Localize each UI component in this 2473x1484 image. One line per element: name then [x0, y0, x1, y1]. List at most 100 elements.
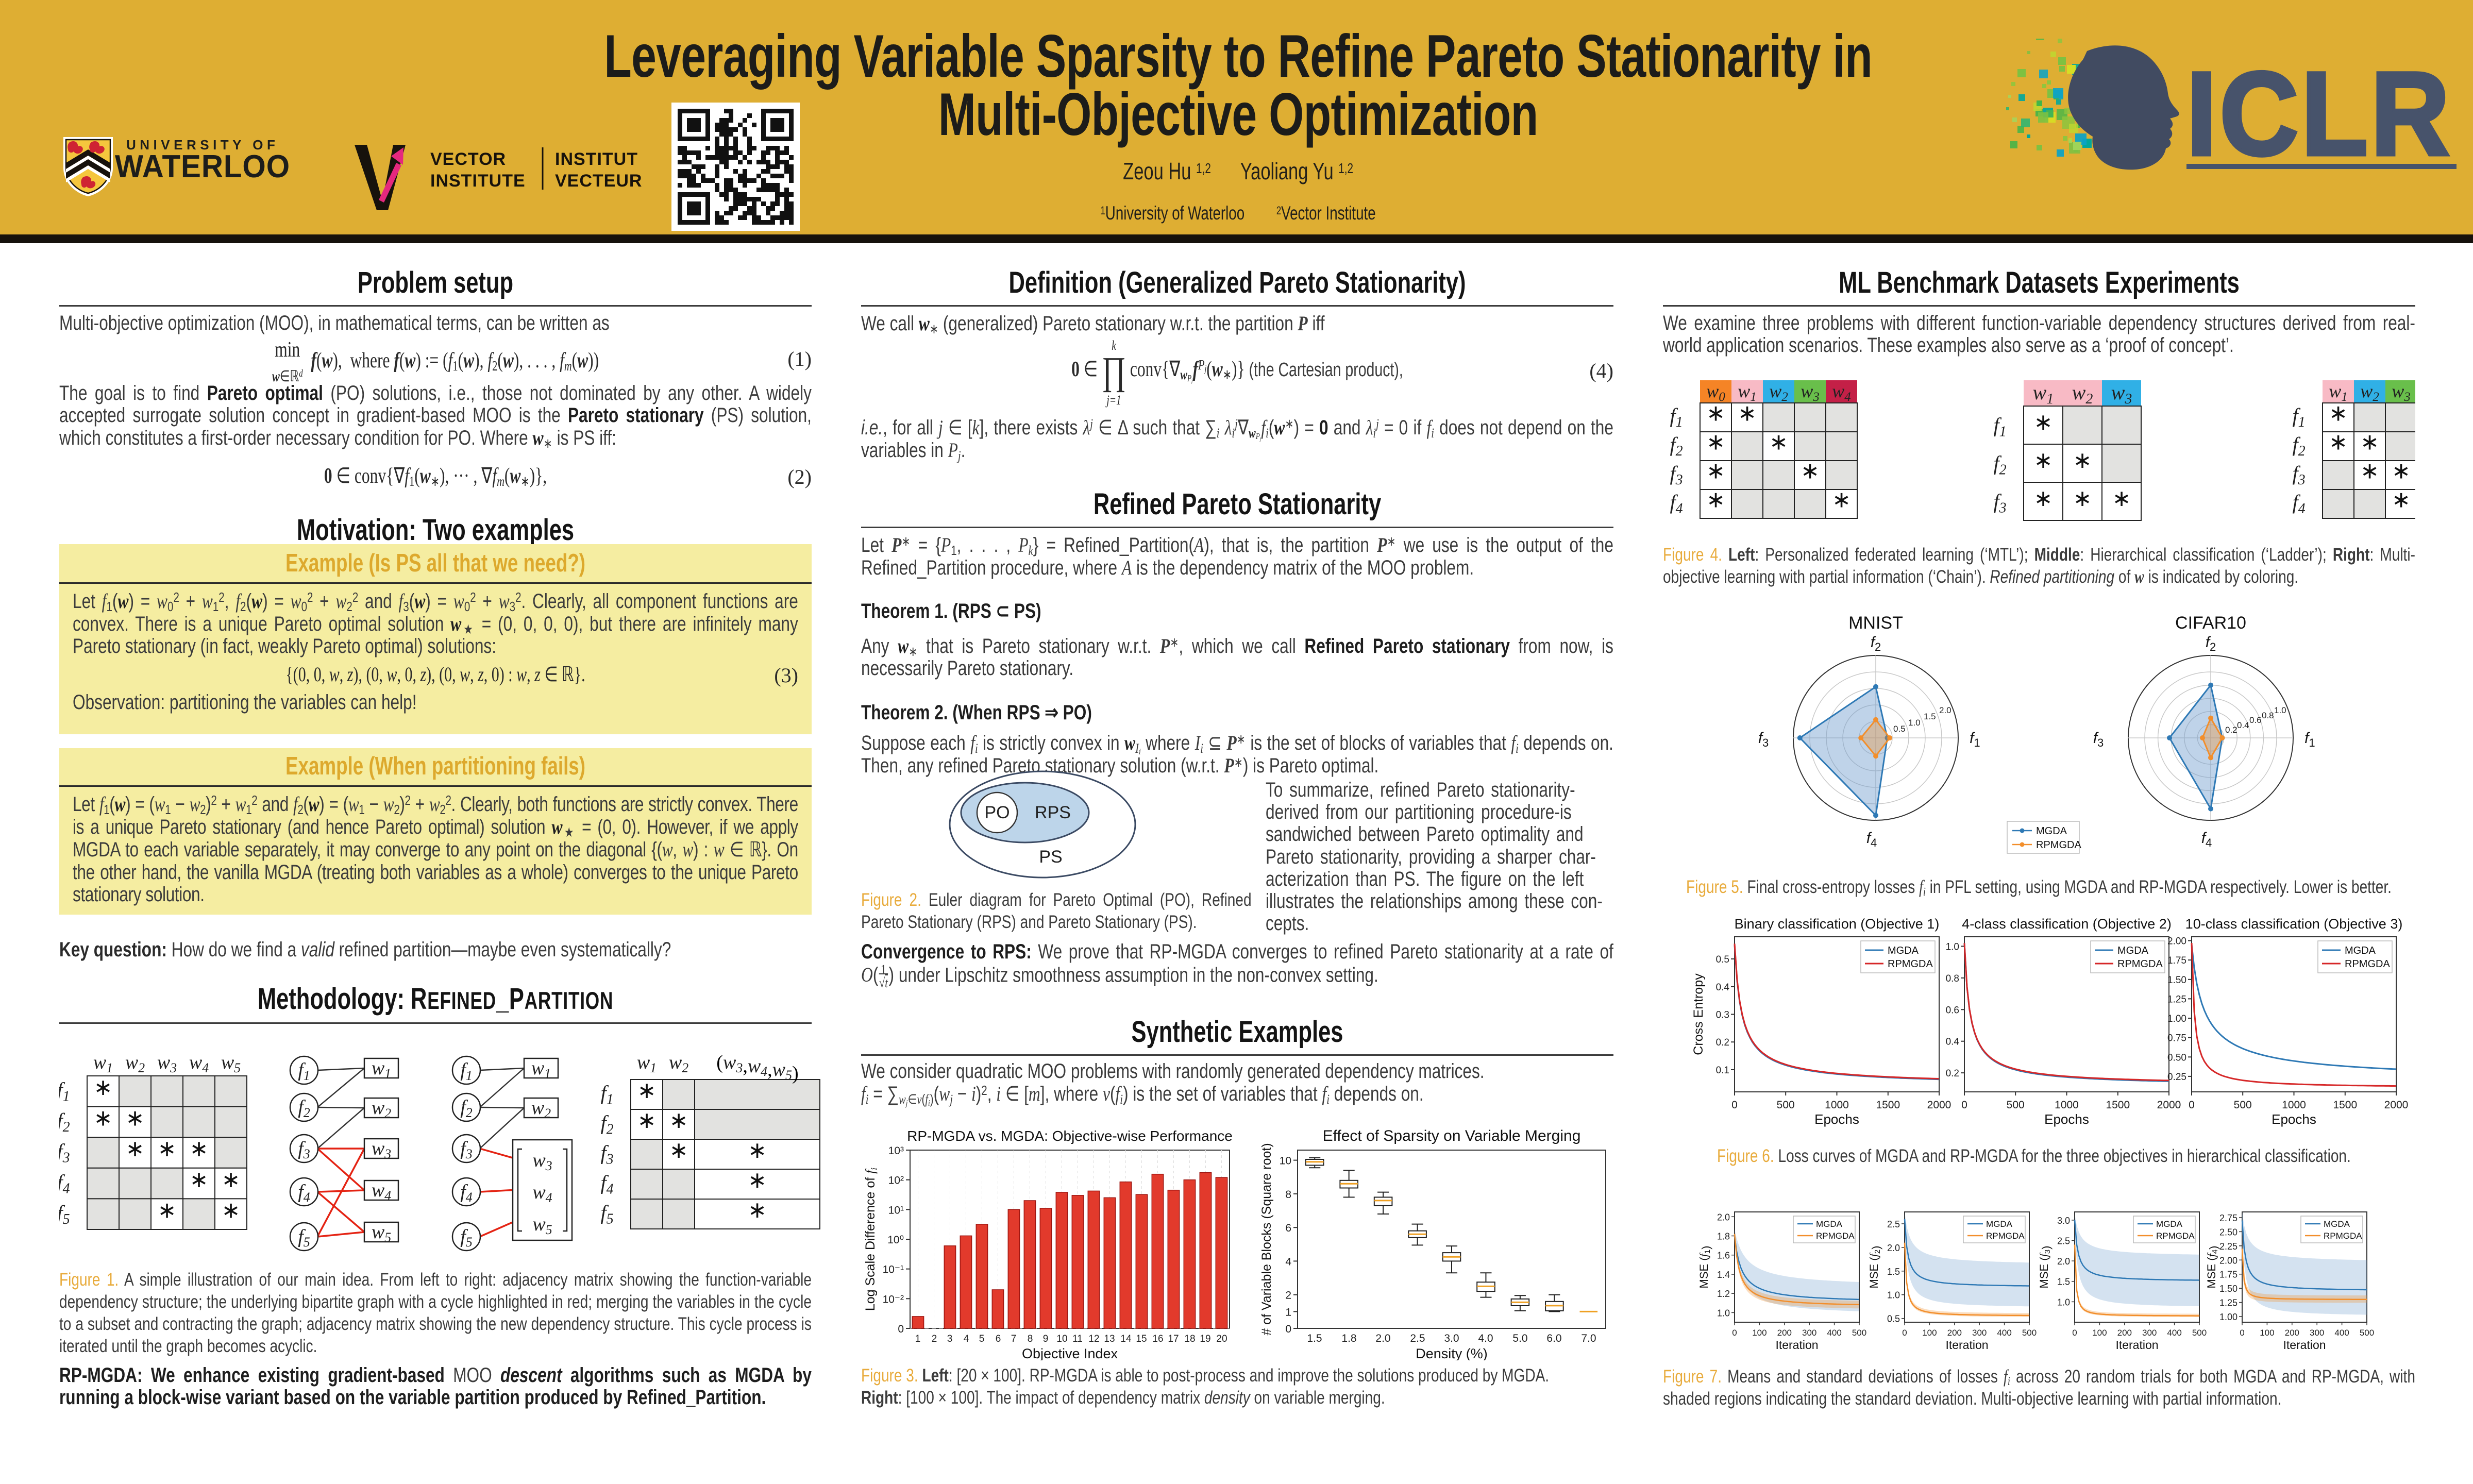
svg-text:4.0: 4.0 — [1478, 1333, 1493, 1344]
svg-text:∗: ∗ — [669, 1138, 688, 1163]
svg-text:14: 14 — [1120, 1334, 1132, 1344]
svg-text:w2: w2 — [669, 1052, 688, 1075]
svg-text:10: 10 — [1280, 1155, 1291, 1167]
svg-text:12: 12 — [1088, 1334, 1099, 1344]
svg-text:Binary classification (Objecti: Binary classification (Objective 1) — [1735, 916, 1940, 932]
svg-text:∗: ∗ — [748, 1198, 767, 1223]
svg-text:0: 0 — [1732, 1328, 1737, 1338]
svg-text:∗: ∗ — [94, 1106, 113, 1131]
svg-text:∗: ∗ — [1706, 430, 1725, 455]
svg-text:200: 200 — [2285, 1328, 2299, 1338]
svg-text:Epochs: Epochs — [2272, 1111, 2316, 1127]
svg-text:2.00: 2.00 — [2167, 936, 2186, 947]
svg-text:1.25: 1.25 — [2167, 994, 2186, 1005]
svg-text:∗: ∗ — [222, 1167, 241, 1192]
svg-text:f4: f4 — [59, 1170, 70, 1196]
svg-text:20: 20 — [1216, 1334, 1227, 1344]
svg-text:0: 0 — [1731, 1099, 1738, 1111]
svg-text:f4: f4 — [2201, 830, 2212, 849]
svg-text:w2: w2 — [531, 1097, 551, 1121]
svg-text:∗: ∗ — [2073, 486, 2092, 511]
svg-text:f2: f2 — [1871, 634, 1881, 653]
svg-text:10⁻¹: 10⁻¹ — [883, 1264, 904, 1276]
svg-text:4-class classification (Object: 4-class classification (Objective 2) — [1962, 916, 2172, 932]
svg-text:1.4: 1.4 — [1717, 1270, 1730, 1280]
svg-text:0.75: 0.75 — [2167, 1033, 2186, 1044]
svg-text:500: 500 — [1852, 1328, 1866, 1338]
svg-text:1000: 1000 — [2055, 1099, 2079, 1111]
svg-text:400: 400 — [2167, 1328, 2181, 1338]
svg-text:∗: ∗ — [748, 1168, 767, 1193]
svg-text:0.5: 0.5 — [1716, 954, 1729, 965]
svg-text:0.2: 0.2 — [1946, 1068, 1959, 1079]
svg-text:3.0: 3.0 — [2057, 1216, 2070, 1226]
svg-text:f4: f4 — [1866, 830, 1877, 849]
svg-text:0.4: 0.4 — [1946, 1037, 1960, 1048]
svg-text:200: 200 — [1947, 1328, 1962, 1338]
svg-text:# of Variable Blocks (Square r: # of Variable Blocks (Square root) — [1259, 1143, 1274, 1335]
svg-text:0: 0 — [1961, 1099, 1967, 1111]
svg-text:MGDA: MGDA — [2117, 945, 2149, 956]
svg-text:∗: ∗ — [158, 1136, 177, 1161]
svg-text:RPMGDA: RPMGDA — [1888, 958, 1933, 970]
svg-text:500: 500 — [2007, 1099, 2025, 1111]
svg-text:1500: 1500 — [2333, 1099, 2357, 1111]
svg-text:∗: ∗ — [2034, 486, 2053, 511]
svg-text:f2: f2 — [2292, 433, 2305, 459]
svg-text:1.5: 1.5 — [1924, 712, 1936, 721]
svg-text:0.4: 0.4 — [1716, 982, 1730, 993]
svg-text:2.0: 2.0 — [2057, 1256, 2070, 1267]
svg-text:1.75: 1.75 — [2219, 1270, 2238, 1280]
svg-text:Epochs: Epochs — [2044, 1111, 2089, 1127]
svg-text:∗: ∗ — [158, 1198, 177, 1223]
svg-text:1.50: 1.50 — [2167, 975, 2186, 986]
svg-text:ICLR: ICLR — [2186, 47, 2452, 173]
svg-text:f4: f4 — [600, 1171, 613, 1197]
svg-text:2000: 2000 — [1927, 1099, 1952, 1111]
svg-text:MGDA: MGDA — [1986, 1219, 2013, 1229]
svg-text:5.0: 5.0 — [1512, 1333, 1527, 1344]
svg-text:w1: w1 — [531, 1057, 551, 1081]
svg-text:100: 100 — [1752, 1328, 1767, 1338]
svg-text:RPMGDA: RPMGDA — [1986, 1231, 2025, 1241]
svg-text:∗: ∗ — [2329, 430, 2348, 455]
svg-text:13: 13 — [1104, 1334, 1115, 1344]
svg-text:1.0: 1.0 — [1717, 1308, 1730, 1318]
svg-text:∗: ∗ — [2112, 486, 2131, 511]
svg-text:PS: PS — [1039, 847, 1062, 867]
svg-text:15: 15 — [1136, 1334, 1147, 1344]
svg-text:RPS: RPS — [1035, 803, 1071, 822]
svg-text:Iteration: Iteration — [2115, 1338, 2158, 1352]
svg-text:0.8: 0.8 — [2262, 711, 2274, 720]
svg-text:MSE (f2): MSE (f2) — [1868, 1246, 1882, 1289]
svg-text:w2: w2 — [125, 1052, 145, 1075]
svg-text:0.50: 0.50 — [2167, 1052, 2186, 1063]
svg-text:1.50: 1.50 — [2219, 1284, 2238, 1294]
svg-text:Epochs: Epochs — [1814, 1111, 1859, 1127]
svg-text:4: 4 — [1285, 1256, 1291, 1268]
svg-text:3.0: 3.0 — [1444, 1333, 1459, 1344]
svg-text:300: 300 — [2142, 1328, 2157, 1338]
svg-text:Cross Entropy: Cross Entropy — [1691, 973, 1706, 1055]
svg-text:100: 100 — [1922, 1328, 1937, 1338]
svg-text:w1: w1 — [2033, 381, 2054, 407]
svg-text:MGDA: MGDA — [1888, 945, 1919, 956]
svg-text:∗: ∗ — [2392, 487, 2411, 513]
svg-text:2.00: 2.00 — [2219, 1255, 2238, 1266]
svg-text:400: 400 — [1827, 1328, 1841, 1338]
svg-text:1: 1 — [1285, 1306, 1291, 1318]
svg-text:f2: f2 — [2206, 634, 2216, 653]
svg-text:w2: w2 — [1769, 381, 1788, 404]
svg-text:w4: w4 — [372, 1179, 391, 1203]
svg-text:f1: f1 — [2292, 404, 2305, 430]
svg-text:1500: 1500 — [2106, 1099, 2130, 1111]
svg-text:0.2: 0.2 — [1716, 1037, 1729, 1048]
svg-text:0: 0 — [2072, 1328, 2077, 1338]
svg-text:10: 10 — [1056, 1334, 1067, 1344]
svg-text:VECTOR: VECTOR — [430, 149, 506, 169]
svg-text:∗: ∗ — [1738, 401, 1757, 426]
svg-text:w5: w5 — [221, 1052, 241, 1075]
svg-text:0.8: 0.8 — [1946, 973, 1959, 984]
svg-text:Iteration: Iteration — [1775, 1338, 1818, 1352]
svg-text:∗: ∗ — [222, 1198, 241, 1223]
